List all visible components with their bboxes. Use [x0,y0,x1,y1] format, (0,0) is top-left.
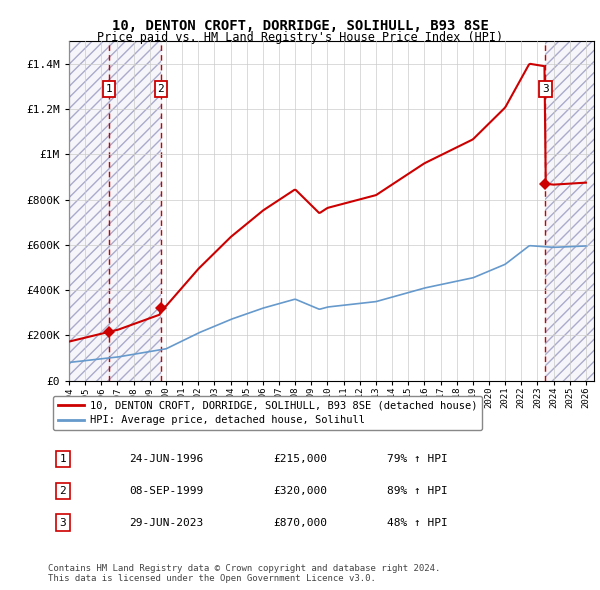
Text: 79% ↑ HPI: 79% ↑ HPI [387,454,448,464]
Bar [545,41,594,381]
Text: 24-JUN-1996: 24-JUN-1996 [129,454,203,464]
Bar [109,41,161,381]
Text: 3: 3 [542,84,549,94]
Bar [69,41,109,381]
Bar [69,41,109,381]
Text: £870,000: £870,000 [273,518,327,527]
Text: 3: 3 [59,518,67,527]
Bar [109,41,161,381]
Text: £320,000: £320,000 [273,486,327,496]
Text: Price paid vs. HM Land Registry's House Price Index (HPI): Price paid vs. HM Land Registry's House … [97,31,503,44]
Text: 89% ↑ HPI: 89% ↑ HPI [387,486,448,496]
Text: 48% ↑ HPI: 48% ↑ HPI [387,518,448,527]
Text: 29-JUN-2023: 29-JUN-2023 [129,518,203,527]
Text: £215,000: £215,000 [273,454,327,464]
Text: 2: 2 [158,84,164,94]
Bar [545,41,594,381]
Text: 1: 1 [106,84,113,94]
Legend: 10, DENTON CROFT, DORRIDGE, SOLIHULL, B93 8SE (detached house), HPI: Average pri: 10, DENTON CROFT, DORRIDGE, SOLIHULL, B9… [53,396,482,430]
Text: Contains HM Land Registry data © Crown copyright and database right 2024.
This d: Contains HM Land Registry data © Crown c… [48,563,440,583]
Text: 2: 2 [59,486,67,496]
Text: 10, DENTON CROFT, DORRIDGE, SOLIHULL, B93 8SE: 10, DENTON CROFT, DORRIDGE, SOLIHULL, B9… [112,19,488,33]
Text: 1: 1 [59,454,67,464]
Text: 08-SEP-1999: 08-SEP-1999 [129,486,203,496]
